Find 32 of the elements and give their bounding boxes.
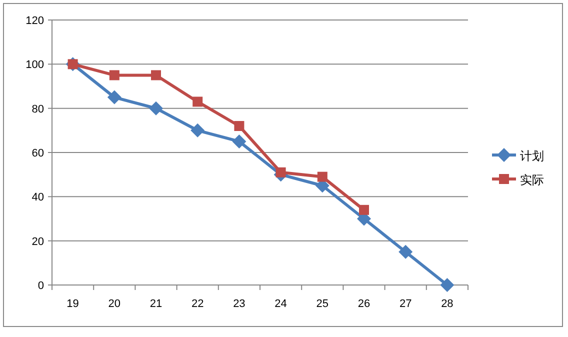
x-tick-label: 28 (441, 298, 454, 310)
y-tick-label: 40 (32, 192, 44, 204)
point (232, 134, 246, 148)
point (109, 70, 120, 80)
legend-label: 计划 (520, 149, 544, 163)
point (151, 70, 161, 80)
y-tick-label: 60 (32, 148, 44, 160)
y-tick-label: 0 (38, 280, 44, 292)
y-tick-label: 80 (32, 103, 44, 116)
x-tick-label: 23 (233, 298, 246, 310)
point (317, 172, 328, 182)
point (398, 244, 413, 259)
x-tick-label: 19 (66, 298, 79, 310)
x-tick-label: 21 (150, 298, 162, 310)
x-tick-label: 27 (399, 298, 412, 310)
point (359, 204, 369, 215)
x-tick-label: 26 (358, 298, 370, 310)
point (234, 121, 244, 131)
y-tick-label: 120 (26, 15, 44, 27)
legend-label: 实际 (520, 173, 544, 187)
point (190, 123, 205, 138)
x-tick-label: 20 (108, 298, 121, 310)
point (192, 96, 203, 107)
x-tick-label: 22 (191, 298, 204, 310)
point (276, 167, 286, 178)
x-tick-label: 24 (274, 298, 287, 310)
point (149, 101, 163, 116)
y-tick-label: 100 (26, 59, 44, 72)
point (107, 90, 122, 104)
point (440, 278, 454, 292)
x-tick-label: 25 (316, 298, 329, 310)
y-tick-label: 20 (32, 236, 44, 248)
